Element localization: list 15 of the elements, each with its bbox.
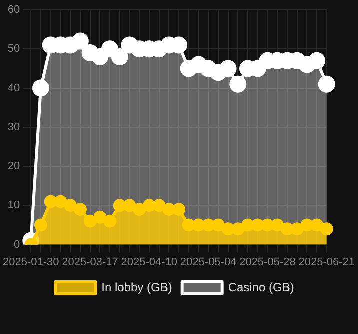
legend-label: Casino (GB) [228,280,294,294]
y-tick-label: 20 [8,160,20,173]
y-tick-label: 40 [8,82,20,94]
x-tick-label: 2025-01-30 [2,256,60,268]
x-tick-label: 2025-05-04 [180,256,237,268]
y-tick-label: 0 [14,238,20,251]
y-tick-label: 60 [8,4,20,16]
x-tick-label: 2025-03-17 [62,256,118,268]
legend-label: In lobby (GB) [102,280,172,294]
y-tick-label: 50 [8,43,20,56]
x-tick-label: 2025-04-10 [121,256,178,268]
x-tick-label: 2025-05-28 [240,256,296,268]
x-tick-label: 2025-06-21 [298,256,356,268]
y-tick-label: 10 [8,200,20,212]
y-tick-label: 30 [8,121,20,134]
